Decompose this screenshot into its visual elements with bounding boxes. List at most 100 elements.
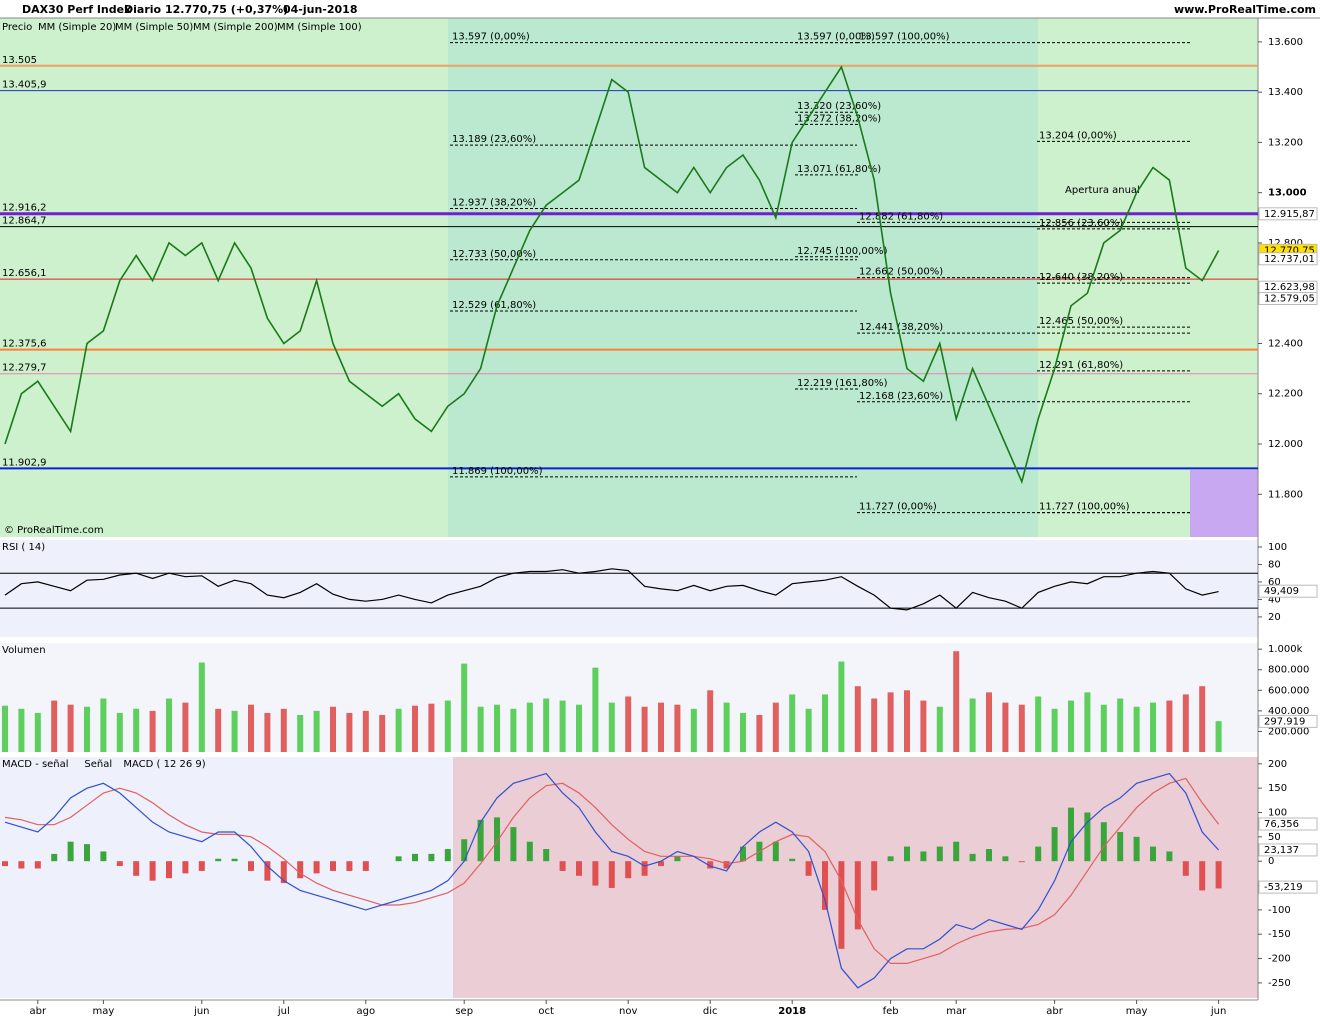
bar xyxy=(920,700,927,752)
bar xyxy=(1084,812,1091,862)
legend-label: RSI ( 14) xyxy=(2,542,45,553)
fib-label: 12.662 (50,00%) xyxy=(859,267,943,278)
bar xyxy=(166,698,172,752)
bar xyxy=(1215,721,1222,752)
bar xyxy=(297,861,304,879)
bar xyxy=(1215,861,1222,889)
bar xyxy=(494,817,500,862)
bar xyxy=(526,841,533,862)
legend-label: MACD ( 12 26 9) xyxy=(123,759,205,770)
bar xyxy=(658,702,664,752)
series-line xyxy=(4,568,1219,611)
value-tag-label: 297.919 xyxy=(1264,716,1305,727)
indicator-label: MM (Simple 100) xyxy=(277,22,362,33)
bar xyxy=(1133,706,1140,752)
bar xyxy=(1084,692,1091,752)
bar xyxy=(953,841,960,862)
bar xyxy=(1166,700,1173,752)
bar xyxy=(740,846,746,862)
fib-label: 12.937 (38,20%) xyxy=(452,198,536,209)
bar xyxy=(116,712,123,752)
bar xyxy=(723,861,730,869)
fib-label: 12.291 (61,80%) xyxy=(1039,360,1123,371)
bar xyxy=(936,846,943,862)
x-tick-label: jul xyxy=(277,1006,290,1017)
y-tick-label: 12.800 xyxy=(1268,238,1303,249)
bar xyxy=(182,861,189,874)
bar xyxy=(641,861,648,876)
x-tick-label: sep xyxy=(455,1006,473,1017)
level-label: 13.505 xyxy=(2,55,37,66)
bar xyxy=(789,694,796,752)
y-tick-label: 600.000 xyxy=(1268,685,1309,696)
site[interactable]: www.ProRealTime.com xyxy=(1174,3,1316,16)
bar xyxy=(805,861,812,876)
bar xyxy=(772,841,779,862)
fib-label: 12.882 (61,80%) xyxy=(859,211,943,222)
bar xyxy=(133,708,140,752)
bar xyxy=(198,662,205,752)
series-line xyxy=(4,772,1220,989)
bar xyxy=(215,858,222,862)
bar xyxy=(477,706,484,752)
bar xyxy=(330,861,336,871)
bar xyxy=(986,849,992,862)
bar xyxy=(658,861,664,867)
bar xyxy=(887,856,894,862)
value-tag xyxy=(1258,817,1318,831)
bar xyxy=(674,704,681,752)
y-tick-label: 200.000 xyxy=(1268,726,1309,737)
x-tick-label: dic xyxy=(703,1006,718,1017)
value-tag-label: 23,137 xyxy=(1264,845,1299,856)
bar xyxy=(1182,861,1189,876)
bar xyxy=(34,861,41,869)
bar xyxy=(100,698,107,752)
fib-label: 12.168 (23,60%) xyxy=(859,391,943,402)
level-label: 13.405,9 xyxy=(2,80,47,91)
bar xyxy=(280,708,287,752)
bar xyxy=(231,858,238,862)
series-line xyxy=(4,65,1220,485)
bar xyxy=(707,861,714,869)
bar xyxy=(395,856,402,862)
bar xyxy=(1150,702,1156,752)
highlight-zone xyxy=(1190,470,1258,537)
bar xyxy=(362,710,369,752)
fib-label: 12.219 (161,80%) xyxy=(797,378,888,389)
x-tick-label: jun xyxy=(1210,1006,1226,1017)
x-tick-label: mar xyxy=(946,1006,967,1017)
bar xyxy=(772,702,779,752)
bar xyxy=(559,861,566,871)
value-tag-label: 12.579,05 xyxy=(1264,293,1315,304)
fib-label: 13.071 (61,80%) xyxy=(797,164,881,175)
bar xyxy=(51,853,58,862)
bar xyxy=(822,861,828,910)
bar xyxy=(248,704,254,752)
bar xyxy=(838,661,845,752)
y-tick-label: 40 xyxy=(1268,594,1281,605)
y-tick-label: 100 xyxy=(1268,542,1287,553)
value-tag xyxy=(1258,252,1318,266)
bar xyxy=(625,696,632,752)
bar xyxy=(215,708,222,752)
bar xyxy=(166,861,172,879)
period: Diario xyxy=(124,3,162,16)
value-tag-label: 12.737,01 xyxy=(1264,254,1315,265)
level-label: 12.864,7 xyxy=(2,216,47,227)
copyright: © ProRealTime.com xyxy=(4,525,104,536)
fib-label: 12.856 (23,60%) xyxy=(1039,218,1123,229)
value-tag-label: -53,219 xyxy=(1264,882,1303,893)
bar xyxy=(1150,846,1156,862)
bar xyxy=(84,706,90,752)
bar xyxy=(871,698,878,752)
bar xyxy=(1199,861,1206,891)
bar xyxy=(2,705,8,752)
series-line xyxy=(4,777,1220,964)
fib-label: 13.204 (0,00%) xyxy=(1039,130,1117,141)
bar xyxy=(543,849,550,862)
y-tick-label: 12.200 xyxy=(1268,389,1303,400)
y-tick-label: 60 xyxy=(1268,577,1281,588)
rsi-panel xyxy=(0,540,1258,637)
legend-label: MACD - señal xyxy=(2,759,69,770)
indicator-label: MM (Simple 20) xyxy=(38,22,116,33)
